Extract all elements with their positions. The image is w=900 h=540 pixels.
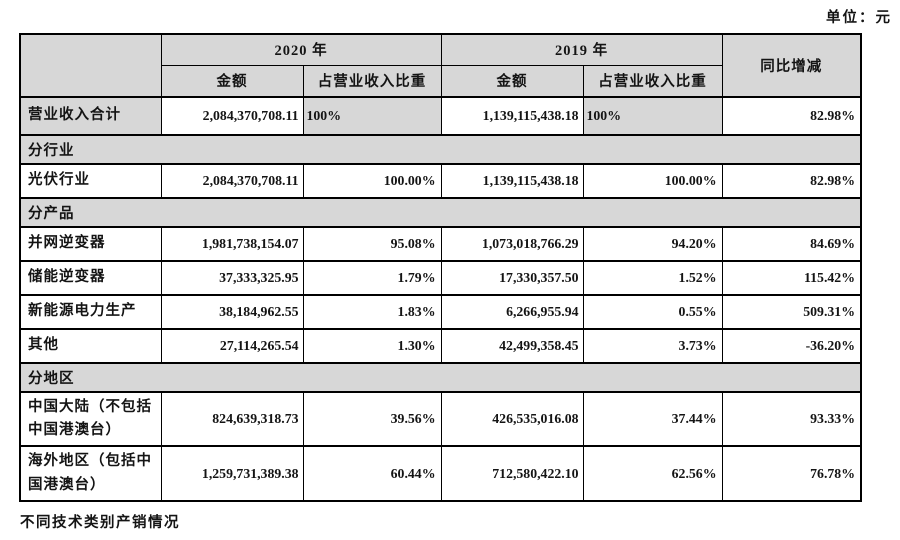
share-2019-cell: 37.44% (582, 390, 723, 448)
share-2020-cell: 95.08% (302, 226, 442, 262)
share-2019-cell: 100.00% (582, 163, 723, 199)
table-row: 并网逆变器 1,981,738,154.07 95.08% 1,073,018,766… (19, 226, 862, 262)
share-2020-cell: 100% (302, 96, 442, 136)
header-row-columns: 金额 占营业收入比重 金额 占营业收入比重 (20, 64, 861, 98)
share-2019-cell: 62.56% (582, 445, 723, 502)
table-body: 营业收入合计 2,084,370,708.11 100% 1,139,115,438.… (19, 96, 862, 502)
header-year-2019: 2019 年 (440, 33, 723, 66)
amount-2019-cell: 426,535,016.08 (440, 390, 584, 448)
amount-2019-cell: 17,330,357.50 (440, 260, 584, 296)
share-2019-cell: 1.52% (582, 260, 723, 296)
table-row: 海外地区（包括中国港澳台） 1,259,731,389.38 60.44% 712,5… (19, 445, 862, 502)
yoy-cell: 82.98% (721, 163, 862, 199)
row-label-cell: 并网逆变器 (19, 226, 162, 262)
share-2019-cell: 100% (582, 96, 723, 136)
amount-2019-cell: 712,580,422.10 (440, 445, 584, 502)
table-row: 新能源电力生产 38,184,962.55 1.83% 6,266,955.94 0.5… (19, 294, 862, 330)
amount-2020-cell: 1,259,731,389.38 (160, 445, 304, 502)
row-label-cell: 其他 (19, 328, 162, 364)
revenue-breakdown-table: 2020 年 2019 年 同比增减 金额 占营业收入比重 金额 占营业收入比重… (19, 33, 862, 502)
amount-2020-cell: 2,084,370,708.11 (160, 96, 304, 136)
row-label-cell: 海外地区（包括中国港澳台） (19, 445, 162, 502)
header-share-2020: 占营业收入比重 (302, 64, 442, 98)
yoy-cell: 509.31% (721, 294, 862, 330)
header-amount-2020: 金额 (160, 64, 304, 98)
row-label-cell: 新能源电力生产 (19, 294, 162, 330)
table-row: 其他 27,114,265.54 1.30% 42,499,358.45 3.73% -3… (19, 328, 862, 364)
yoy-cell: 115.42% (721, 260, 862, 296)
section-label: 分行业 (19, 134, 862, 165)
table-row: 储能逆变器 37,333,325.95 1.79% 17,330,357.50 1.52… (19, 260, 862, 296)
amount-2019-cell: 6,266,955.94 (440, 294, 584, 330)
amount-2019-cell: 1,073,018,766.29 (440, 226, 584, 262)
share-2020-cell: 39.56% (302, 390, 442, 448)
yoy-cell: 82.98% (721, 96, 862, 136)
share-2020-cell: 60.44% (302, 445, 442, 502)
yoy-cell: -36.20% (721, 328, 862, 364)
section-row: 分行业 (19, 134, 862, 165)
header-share-2019: 占营业收入比重 (582, 64, 723, 98)
yoy-cell: 76.78% (721, 445, 862, 502)
section-label: 分产品 (19, 197, 862, 228)
share-2019-cell: 0.55% (582, 294, 723, 330)
yoy-cell: 93.33% (721, 390, 862, 448)
section-label: 分地区 (19, 362, 862, 393)
amount-2020-cell: 2,084,370,708.11 (160, 163, 304, 199)
header-amount-2019: 金额 (440, 64, 584, 98)
section-row: 分产品 (19, 197, 862, 228)
row-label-cell: 中国大陆（不包括中国港澳台） (19, 390, 162, 448)
header-corner-cell (19, 33, 162, 98)
yoy-cell: 84.69% (721, 226, 862, 262)
row-label-cell: 光伏行业 (19, 163, 162, 199)
share-2019-cell: 3.73% (582, 328, 723, 364)
amount-2020-cell: 37,333,325.95 (160, 260, 304, 296)
table-row: 营业收入合计 2,084,370,708.11 100% 1,139,115,438.… (19, 96, 862, 136)
row-label-cell: 储能逆变器 (19, 260, 162, 296)
header-row-years: 2020 年 2019 年 同比增减 (19, 33, 862, 98)
amount-2020-cell: 27,114,265.54 (160, 328, 304, 364)
share-2020-cell: 100.00% (302, 163, 442, 199)
share-2019-cell: 94.20% (582, 226, 723, 262)
amount-2020-cell: 38,184,962.55 (160, 294, 304, 330)
share-2020-cell: 1.83% (302, 294, 442, 330)
share-2020-cell: 1.79% (302, 260, 442, 296)
amount-2019-cell: 1,139,115,438.18 (440, 96, 584, 136)
amount-2020-cell: 824,639,318.73 (160, 390, 304, 448)
share-2020-cell: 1.30% (302, 328, 442, 364)
amount-2020-cell: 1,981,738,154.07 (160, 226, 304, 262)
amount-2019-cell: 42,499,358.45 (440, 328, 584, 364)
table-row: 中国大陆（不包括中国港澳台） 824,639,318.73 39.56% 426,53… (19, 390, 862, 448)
table-row: 光伏行业 2,084,370,708.11 100.00% 1,139,115,438… (19, 163, 862, 199)
table-header: 2020 年 2019 年 同比增减 金额 占营业收入比重 金额 占营业收入比重 (19, 33, 862, 98)
header-year-2020: 2020 年 (160, 33, 442, 66)
unit-label: 单位：元 (826, 10, 892, 26)
amount-2019-cell: 1,139,115,438.18 (440, 163, 584, 199)
row-label-cell: 营业收入合计 (19, 96, 162, 136)
section-row: 分地区 (19, 362, 862, 393)
header-yoy: 同比增减 (721, 33, 862, 98)
footer-note: 不同技术类别产销情况 (20, 515, 180, 531)
